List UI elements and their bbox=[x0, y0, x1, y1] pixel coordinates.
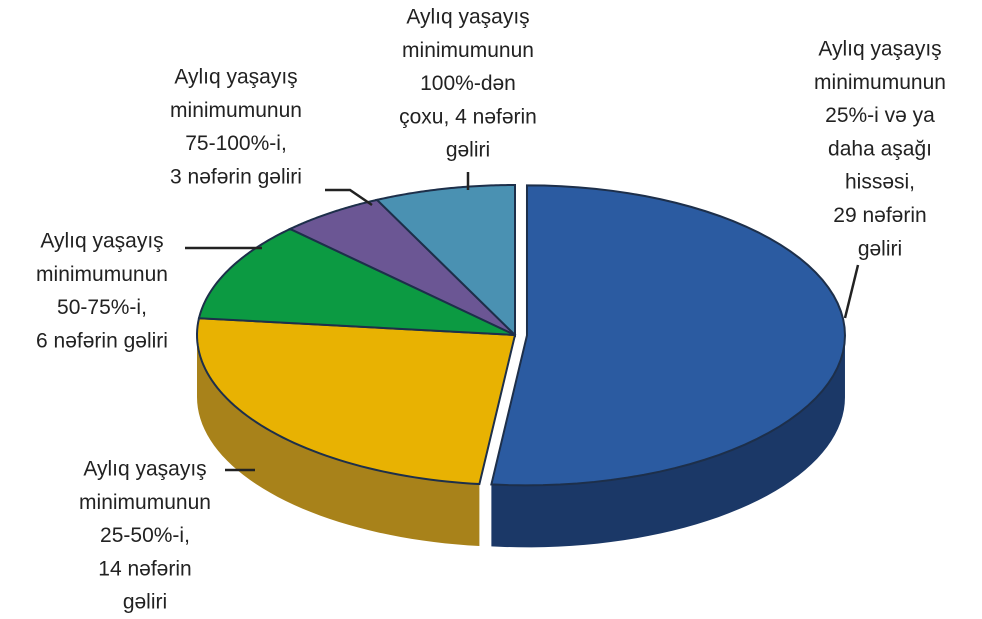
leader-line bbox=[843, 264, 860, 319]
slice-side bbox=[197, 335, 480, 547]
slice-label: 25-50%-i, bbox=[100, 524, 190, 547]
slice-label: minimumunun bbox=[402, 39, 534, 62]
slice bbox=[490, 184, 846, 487]
slice-label: 75-100%-i, bbox=[185, 132, 287, 155]
slice-label: Aylıq yaşayış bbox=[83, 458, 206, 481]
slice-label: 25%-i və ya bbox=[825, 104, 935, 127]
slice-label: minimumunun bbox=[36, 263, 168, 286]
pie bbox=[196, 183, 846, 548]
slice-label: gəliri bbox=[123, 591, 167, 614]
slice-label: 14 nəfərin bbox=[98, 557, 191, 580]
slice-label: gəliri bbox=[858, 237, 902, 260]
slice-label: Aylıq yaşayış bbox=[40, 230, 163, 253]
slice-label: Aylıq yaşayış bbox=[818, 38, 941, 61]
slice-side bbox=[491, 335, 845, 548]
slice-label: minimumunun bbox=[79, 491, 211, 514]
slice-label: çoxu, 4 nəfərin bbox=[399, 105, 537, 128]
slice-label: 100%-dən bbox=[420, 72, 516, 95]
slice-label: 3 nəfərin gəliri bbox=[170, 165, 302, 188]
slice-label: 6 nəfərin gəliri bbox=[36, 329, 168, 352]
leader-lines bbox=[185, 172, 860, 472]
slice-label: Aylıq yaşayış bbox=[406, 6, 529, 29]
slice-label: hissəsi, bbox=[845, 171, 915, 194]
slice bbox=[196, 317, 517, 486]
slice-label: minimumunun bbox=[170, 99, 302, 122]
leader-line bbox=[325, 188, 373, 207]
slice-label: Aylıq yaşayış bbox=[174, 66, 297, 89]
slice bbox=[375, 183, 516, 338]
slice bbox=[197, 227, 516, 336]
labels: Aylıq yaşayış minimumunun 25%-i və ya daha … bbox=[36, 6, 946, 614]
slice-label: daha aşağı bbox=[828, 137, 932, 160]
slice-label: gəliri bbox=[446, 139, 490, 162]
slice-label: 50-75%-i, bbox=[57, 296, 147, 319]
slice-label: minimumunun bbox=[814, 71, 946, 94]
slice-label: 29 nəfərin bbox=[833, 204, 926, 227]
slice bbox=[287, 198, 516, 336]
